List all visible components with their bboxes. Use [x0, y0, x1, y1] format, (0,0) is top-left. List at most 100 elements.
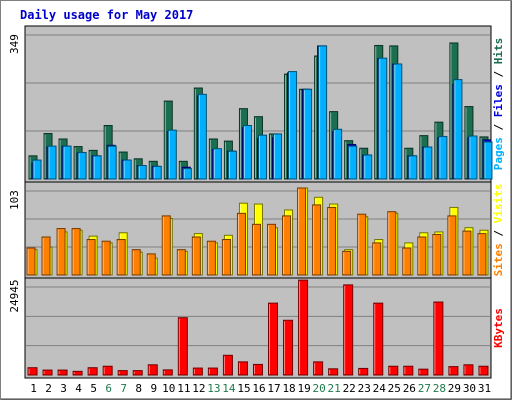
bar-sites-day-21 [327, 206, 337, 276]
bar-sites-day-15 [236, 212, 246, 276]
day-label-14: 14 [222, 382, 236, 395]
day-label-8: 8 [135, 382, 142, 395]
panel-kbytes-legend: KBytes [492, 308, 505, 348]
bar-pages-day-1 [32, 159, 42, 180]
legend-pages: Pages [492, 137, 505, 170]
bar-sites-day-24 [372, 242, 382, 276]
bar-kbytes-day-6 [102, 365, 113, 376]
day-label-12: 12 [192, 382, 205, 395]
bar-pages-day-28 [438, 135, 448, 180]
bar-pages-day-14 [227, 150, 237, 180]
bar-kbytes-day-4 [72, 370, 83, 376]
bar-kbytes-day-1 [27, 367, 38, 376]
bar-kbytes-day-26 [403, 365, 414, 376]
bar-pages-day-21 [333, 128, 343, 180]
bar-sites-day-26 [402, 247, 412, 276]
panel-visitors: 103 Sites / Visits [8, 181, 505, 279]
bar-kbytes-day-24 [373, 302, 384, 376]
bar-sites-day-14 [221, 239, 231, 276]
bar-kbytes-day-11 [177, 317, 188, 376]
bar-sites-day-31 [477, 233, 487, 276]
day-label-28: 28 [433, 382, 446, 395]
panel-kbytes-max-label: 24945 [8, 279, 21, 312]
bar-pages-day-19 [303, 88, 313, 180]
bar-pages-day-8 [137, 165, 147, 180]
bar-kbytes-day-14 [222, 354, 233, 376]
day-label-23: 23 [358, 382, 371, 395]
day-label-19: 19 [297, 382, 310, 395]
legend-visits: Visits [492, 184, 505, 224]
bar-pages-day-11 [182, 167, 192, 180]
legend-sites: Sites [492, 243, 505, 276]
bar-sites-day-17 [267, 223, 277, 276]
bar-pages-day-16 [257, 134, 267, 180]
panel-visitors-max-label: 103 [8, 190, 21, 210]
panel-kbytes: 24945 KBytes [8, 277, 505, 379]
bar-pages-day-7 [122, 159, 132, 180]
bar-pages-day-15 [242, 125, 252, 180]
bar-sites-day-3 [56, 228, 66, 276]
day-label-27: 27 [418, 382, 431, 395]
day-label-22: 22 [343, 382, 356, 395]
bar-kbytes-day-30 [463, 364, 474, 376]
bar-kbytes-day-2 [42, 369, 53, 376]
bar-pages-day-31 [483, 141, 493, 180]
bar-sites-day-28 [432, 233, 442, 276]
bar-sites-day-1 [26, 247, 36, 276]
bar-sites-day-13 [206, 240, 216, 276]
bar-pages-day-9 [152, 165, 162, 180]
bar-kbytes-day-22 [343, 284, 354, 376]
bar-sites-day-7 [116, 239, 126, 276]
bar-sites-day-29 [447, 215, 457, 276]
bar-kbytes-day-18 [283, 319, 294, 376]
chart-title: Daily usage for May 2017 [20, 8, 193, 22]
bar-pages-day-6 [107, 145, 117, 180]
bar-sites-day-12 [191, 236, 201, 276]
legend-files: Files [492, 84, 505, 117]
bar-kbytes-day-31 [478, 365, 489, 376]
day-label-7: 7 [120, 382, 127, 395]
day-label-4: 4 [75, 382, 82, 395]
bar-kbytes-day-28 [433, 301, 444, 376]
day-label-30: 30 [463, 382, 476, 395]
bar-kbytes-day-17 [268, 302, 279, 376]
bar-kbytes-day-3 [57, 369, 68, 376]
bar-kbytes-day-9 [147, 364, 158, 376]
bar-pages-day-25 [393, 63, 403, 180]
bar-pages-day-20 [318, 45, 328, 180]
bar-pages-day-4 [77, 151, 87, 180]
bar-sites-day-30 [462, 230, 472, 276]
bar-sites-day-6 [101, 240, 111, 276]
bar-kbytes-day-5 [87, 367, 98, 376]
bar-kbytes-day-12 [192, 367, 203, 376]
day-label-11: 11 [177, 382, 190, 395]
day-label-24: 24 [373, 382, 387, 395]
bar-pages-day-13 [212, 148, 222, 180]
bar-pages-day-29 [453, 79, 463, 180]
day-label-16: 16 [252, 382, 265, 395]
bar-pages-day-26 [408, 155, 418, 180]
bar-sites-day-9 [146, 253, 156, 276]
day-label-9: 9 [150, 382, 157, 395]
day-label-5: 5 [90, 382, 97, 395]
day-label-3: 3 [60, 382, 67, 395]
bar-pages-day-5 [92, 155, 102, 180]
bar-pages-day-3 [62, 145, 72, 180]
bar-kbytes-day-25 [388, 365, 399, 376]
bar-kbytes-day-19 [298, 279, 309, 376]
day-label-1: 1 [30, 382, 37, 395]
bar-sites-day-8 [131, 249, 141, 276]
day-label-20: 20 [313, 382, 326, 395]
day-label-2: 2 [45, 382, 52, 395]
bar-sites-day-2 [41, 236, 51, 276]
panel-requests-legend: Pages / Files / Hits [492, 38, 505, 171]
bar-sites-day-19 [297, 187, 307, 276]
bar-kbytes-day-23 [358, 367, 369, 376]
panel-requests-max-label: 349 [8, 34, 21, 54]
bar-pages-day-27 [423, 146, 433, 180]
bar-sites-day-18 [282, 215, 292, 276]
day-label-6: 6 [105, 382, 112, 395]
day-label-15: 15 [237, 382, 250, 395]
bar-kbytes-day-15 [237, 361, 248, 376]
